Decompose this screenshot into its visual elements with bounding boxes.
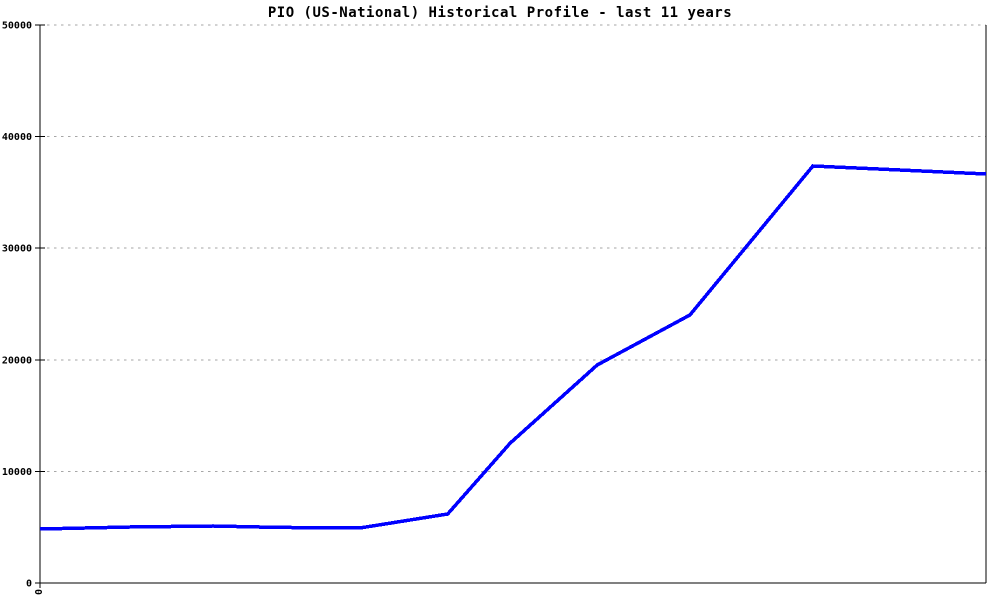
series-line <box>39 164 987 531</box>
y-tick-label: 30000 <box>2 244 32 255</box>
x-tick-label: 0 <box>34 589 45 595</box>
y-tick-label: 0 <box>26 579 32 590</box>
y-tick-label: 20000 <box>2 355 32 366</box>
chart-title: PIO (US-National) Historical Profile - l… <box>267 5 733 21</box>
y-tick-label: 40000 <box>2 132 32 143</box>
y-tick-label: 10000 <box>2 467 32 478</box>
y-tick-label: 50000 <box>2 21 32 32</box>
